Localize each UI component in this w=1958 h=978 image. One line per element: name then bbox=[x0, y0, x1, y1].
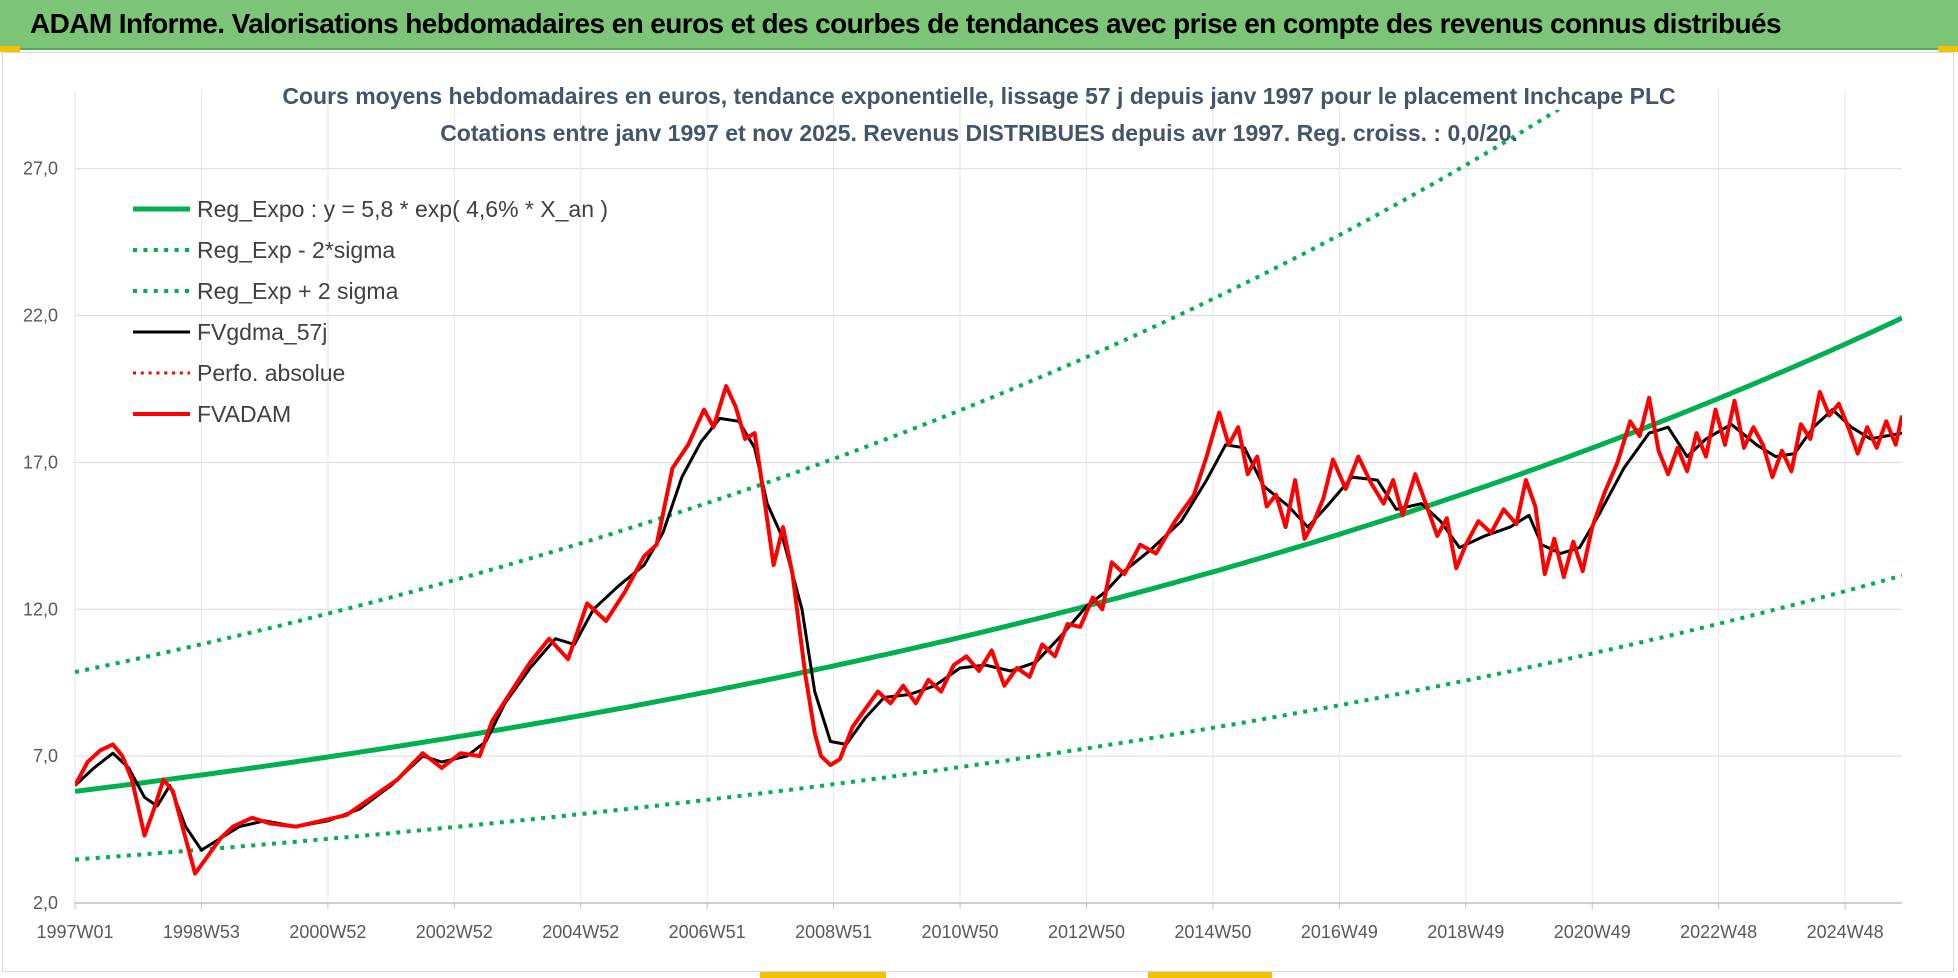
legend-label: Reg_Exp + 2 sigma bbox=[197, 278, 399, 304]
legend-label: Reg_Expo : y = 5,8 * exp( 4,6% * X_an ) bbox=[197, 196, 608, 222]
x-tick-label: 2000W52 bbox=[289, 922, 366, 942]
y-tick-label: 7,0 bbox=[33, 746, 58, 766]
y-tick-label: 27,0 bbox=[23, 159, 58, 179]
chart-subtitle: Cotations entre janv 1997 et nov 2025. R… bbox=[440, 120, 1518, 146]
grid bbox=[74, 90, 1902, 904]
bottom-mark bbox=[760, 972, 886, 978]
x-tick-label: 2010W50 bbox=[922, 922, 999, 942]
x-tick-label: 2016W49 bbox=[1301, 922, 1378, 942]
x-tick-label: 2008W51 bbox=[795, 922, 872, 942]
y-tick-label: 12,0 bbox=[23, 599, 58, 619]
chart-title: Cours moyens hebdomadaires en euros, ten… bbox=[282, 83, 1675, 109]
banner-title: ADAM Informe. Valorisations hebdomadaire… bbox=[30, 8, 1782, 39]
legend-label: FVADAM bbox=[197, 401, 291, 427]
x-tick-label: 1998W53 bbox=[163, 922, 240, 942]
x-tick-label: 1997W01 bbox=[36, 922, 113, 942]
y-tick-label: 2,0 bbox=[33, 893, 58, 913]
x-tick-label: 2020W49 bbox=[1554, 922, 1631, 942]
series-reg-plus-2sigma bbox=[75, 110, 1562, 675]
x-tick-label: 2022W48 bbox=[1680, 922, 1757, 942]
series-reg-expo bbox=[75, 315, 1902, 794]
y-axis: 2,0 7,0 12,0 17,0 22,0 27,0 bbox=[23, 159, 58, 913]
banner-corner-right bbox=[1938, 46, 1958, 52]
x-axis: 1997W01 1998W53 2000W52 2002W52 2004W52 2006W… bbox=[36, 902, 1902, 942]
series-reg-minus-2sigma bbox=[75, 573, 1902, 862]
bottom-mark bbox=[1148, 972, 1272, 978]
legend-label: Reg_Exp - 2*sigma bbox=[197, 237, 395, 263]
x-tick-label: 2006W51 bbox=[669, 922, 746, 942]
header-banner: ADAM Informe. Valorisations hebdomadaire… bbox=[0, 0, 1958, 52]
x-tick-label: 2024W48 bbox=[1807, 922, 1884, 942]
banner-corner-left bbox=[0, 46, 20, 52]
legend-label: FVgdma_57j bbox=[197, 319, 327, 345]
y-tick-label: 17,0 bbox=[23, 452, 58, 472]
x-tick-label: 2004W52 bbox=[542, 922, 619, 942]
x-tick-label: 2012W50 bbox=[1048, 922, 1125, 942]
x-tick-label: 2002W52 bbox=[416, 922, 493, 942]
series-fvadam bbox=[75, 384, 1902, 876]
plot-area bbox=[75, 110, 1902, 876]
legend: Reg_Expo : y = 5,8 * exp( 4,6% * X_an ) R… bbox=[133, 196, 608, 427]
legend-label: Perfo. absolue bbox=[197, 360, 345, 386]
series-layer bbox=[75, 110, 1902, 876]
chart-frame bbox=[2, 52, 1954, 972]
x-tick-label: 2014W50 bbox=[1174, 922, 1251, 942]
x-tick-label: 2018W49 bbox=[1427, 922, 1504, 942]
y-tick-label: 22,0 bbox=[23, 306, 58, 326]
